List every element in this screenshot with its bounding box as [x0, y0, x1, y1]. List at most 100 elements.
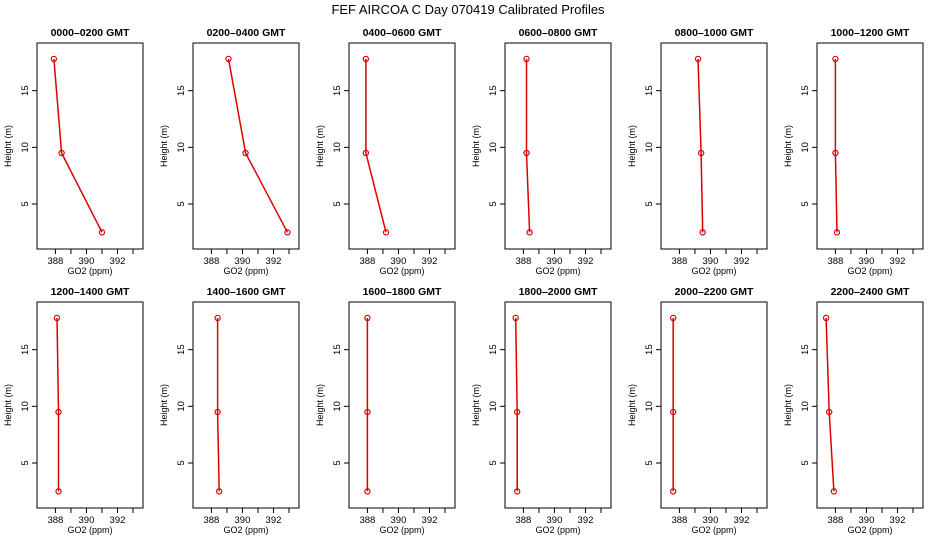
x-axis-label: GO2 (ppm) — [223, 266, 268, 276]
profile-point — [55, 408, 62, 416]
profile-point — [50, 55, 58, 63]
x-tick-label: 390 — [79, 515, 95, 526]
y-tick-label: 10 — [332, 401, 343, 412]
plot-frame — [504, 301, 612, 509]
profile-point — [822, 314, 830, 322]
panel-1: 0000–0200 GMT 388 390 392 5 10 15 GO2 (ppm) Heig… — [3, 27, 144, 276]
plot-frame — [348, 301, 456, 509]
y-axis-label: Height (m) — [315, 384, 325, 426]
profile-point — [833, 229, 841, 236]
y-tick-label: 10 — [176, 401, 187, 412]
x-tick-label: 388 — [47, 256, 63, 267]
x-tick-label: 390 — [703, 256, 719, 267]
profile-point — [214, 408, 221, 416]
x-tick-label: 388 — [515, 256, 531, 267]
profile-point — [526, 229, 533, 236]
figure-title: FEF AIRCOA C Day 070419 Calibrated Profi… — [331, 2, 605, 17]
profile-point — [699, 229, 706, 236]
panel-12: 2200–2400 GMT 388 390 392 5 10 15 GO2 (ppm) Heig… — [783, 286, 924, 535]
x-axis-label: GO2 (ppm) — [379, 266, 424, 276]
profile-point — [364, 488, 371, 495]
y-tick-label: 15 — [332, 85, 343, 96]
x-tick-label: 390 — [859, 515, 875, 526]
y-tick-label: 5 — [20, 460, 31, 465]
profile-point — [215, 488, 223, 495]
y-tick-label: 10 — [800, 142, 811, 153]
x-tick-label: 392 — [734, 256, 750, 267]
plot-frame — [504, 42, 612, 250]
plot-frame — [660, 301, 768, 509]
x-tick-label: 390 — [859, 256, 875, 267]
panel-title: 1000–1200 GMT — [831, 27, 910, 39]
y-tick-label: 5 — [644, 460, 655, 465]
profile-point — [670, 408, 677, 416]
y-axis-label: Height (m) — [3, 384, 13, 426]
plot-frame — [36, 42, 144, 250]
y-tick-label: 5 — [800, 201, 811, 206]
panel-7: 1200–1400 GMT 388 390 392 5 10 15 GO2 (ppm) Heig… — [3, 286, 144, 535]
profile-line — [227, 58, 289, 233]
x-axis-label: GO2 (ppm) — [379, 525, 424, 535]
y-tick-label: 5 — [488, 201, 499, 206]
plot-frame — [192, 301, 300, 509]
profile-point — [512, 314, 519, 322]
profile-point — [697, 149, 705, 157]
plot-frame — [816, 301, 924, 509]
y-tick-label: 15 — [644, 85, 655, 96]
y-axis-label: Height (m) — [315, 125, 325, 167]
panel-4: 0600–0800 GMT 388 390 392 5 10 15 GO2 (ppm) Heig… — [471, 27, 612, 276]
panel-title: 1800–2000 GMT — [519, 286, 598, 298]
panel-title: 1600–1800 GMT — [363, 286, 442, 298]
y-axis-label: Height (m) — [627, 384, 637, 426]
y-tick-label: 5 — [176, 460, 187, 465]
panel-title: 0000–0200 GMT — [51, 27, 130, 39]
profile-line — [365, 58, 387, 233]
y-tick-label: 10 — [644, 142, 655, 153]
y-tick-label: 5 — [644, 201, 655, 206]
profile-line — [53, 58, 103, 233]
y-tick-label: 15 — [20, 344, 31, 355]
y-tick-label: 5 — [20, 201, 31, 206]
y-tick-label: 15 — [176, 85, 187, 96]
profile-line — [525, 58, 531, 233]
y-tick-label: 15 — [800, 344, 811, 355]
x-tick-label: 392 — [266, 256, 282, 267]
x-tick-label: 392 — [890, 256, 906, 267]
x-tick-label: 390 — [547, 515, 563, 526]
profile-line — [834, 58, 838, 233]
panel-5: 0800–1000 GMT 388 390 392 5 10 15 GO2 (ppm) Heig… — [627, 27, 768, 276]
panel-title: 2000–2200 GMT — [675, 286, 754, 298]
profile-point — [382, 229, 390, 236]
x-axis-label: GO2 (ppm) — [691, 525, 736, 535]
x-axis-label: GO2 (ppm) — [691, 266, 736, 276]
x-tick-label: 390 — [79, 256, 95, 267]
y-axis-label: Height (m) — [3, 125, 13, 167]
y-tick-label: 15 — [176, 344, 187, 355]
x-axis-label: GO2 (ppm) — [223, 525, 268, 535]
y-axis-label: Height (m) — [159, 384, 169, 426]
x-axis-label: GO2 (ppm) — [847, 266, 892, 276]
profile-line — [697, 58, 704, 233]
y-tick-label: 15 — [644, 344, 655, 355]
plot-frame — [660, 42, 768, 250]
x-tick-label: 392 — [578, 515, 594, 526]
y-tick-label: 15 — [800, 85, 811, 96]
profile-line — [56, 317, 60, 492]
y-tick-label: 5 — [332, 201, 343, 206]
y-tick-label: 10 — [644, 401, 655, 412]
profile-line — [216, 317, 220, 492]
profile-point — [694, 55, 702, 63]
plot-frame — [348, 42, 456, 250]
x-tick-label: 392 — [422, 515, 438, 526]
profile-point — [514, 488, 521, 495]
x-tick-label: 390 — [391, 515, 407, 526]
x-tick-label: 388 — [359, 256, 375, 267]
panel-10: 1800–2000 GMT 388 390 392 5 10 15 GO2 (ppm) Heig… — [471, 286, 612, 535]
profile-point — [284, 229, 291, 236]
y-axis-label: Height (m) — [471, 384, 481, 426]
profile-point — [364, 408, 371, 416]
x-tick-label: 388 — [203, 256, 219, 267]
profile-point — [225, 55, 232, 63]
x-axis-label: GO2 (ppm) — [67, 266, 112, 276]
